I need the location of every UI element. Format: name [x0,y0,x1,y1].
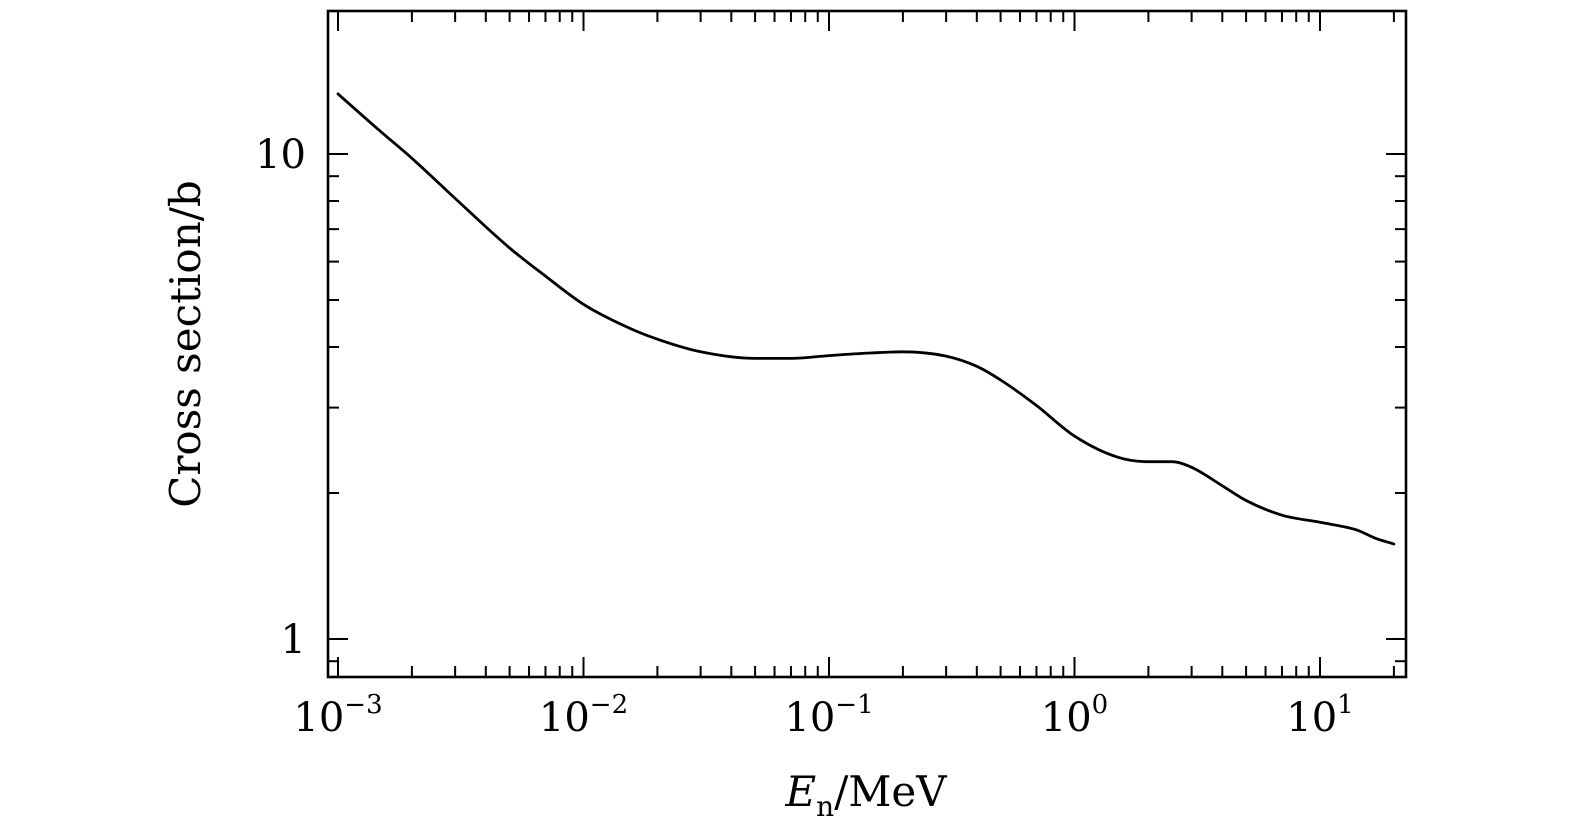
minor-ticks-y [328,175,1406,663]
major-ticks-y [328,153,1406,640]
x-tick-mantissa: 10 [1041,695,1092,741]
x-tick-mantissa: 10 [539,695,590,741]
y-axis-label: Cross section/b [161,180,210,508]
x-tick-exponent: −1 [835,690,873,720]
x-axis-label-sub: n [816,790,834,823]
y-tick-labels: 1 10 [255,132,306,663]
x-tick-mantissa: 10 [1286,695,1337,741]
x-axis-label: En/MeV [784,767,947,823]
x-tick-exponent: −3 [344,690,382,720]
x-tick-exponent: 1 [1337,690,1354,720]
x-tick-mantissa: 10 [784,695,835,741]
x-tick-exponent: 0 [1092,690,1109,720]
major-ticks-x [337,11,1321,677]
series-lines [336,92,1396,546]
x-tick-label: 101 [1286,690,1353,741]
x-axis-label-unit: /MeV [834,767,947,816]
x-tick-exponent: −2 [590,690,628,720]
x-tick-label: 10−1 [784,690,873,741]
x-tick-mantissa: 10 [293,695,344,741]
x-tick-label: 10−2 [539,690,628,741]
x-tick-label: 10−3 [293,690,382,741]
plot-frame [326,9,1408,679]
x-axis-label-main: E [784,767,816,816]
minor-ticks-x [410,11,1395,677]
y-tick-label: 1 [281,617,306,663]
y-tick-label: 10 [255,132,306,178]
x-tick-labels: 10−3 10−2 10−1 100 101 [293,690,1353,741]
x-tick-label: 100 [1041,690,1108,741]
cross-section-series-line [336,92,1396,546]
